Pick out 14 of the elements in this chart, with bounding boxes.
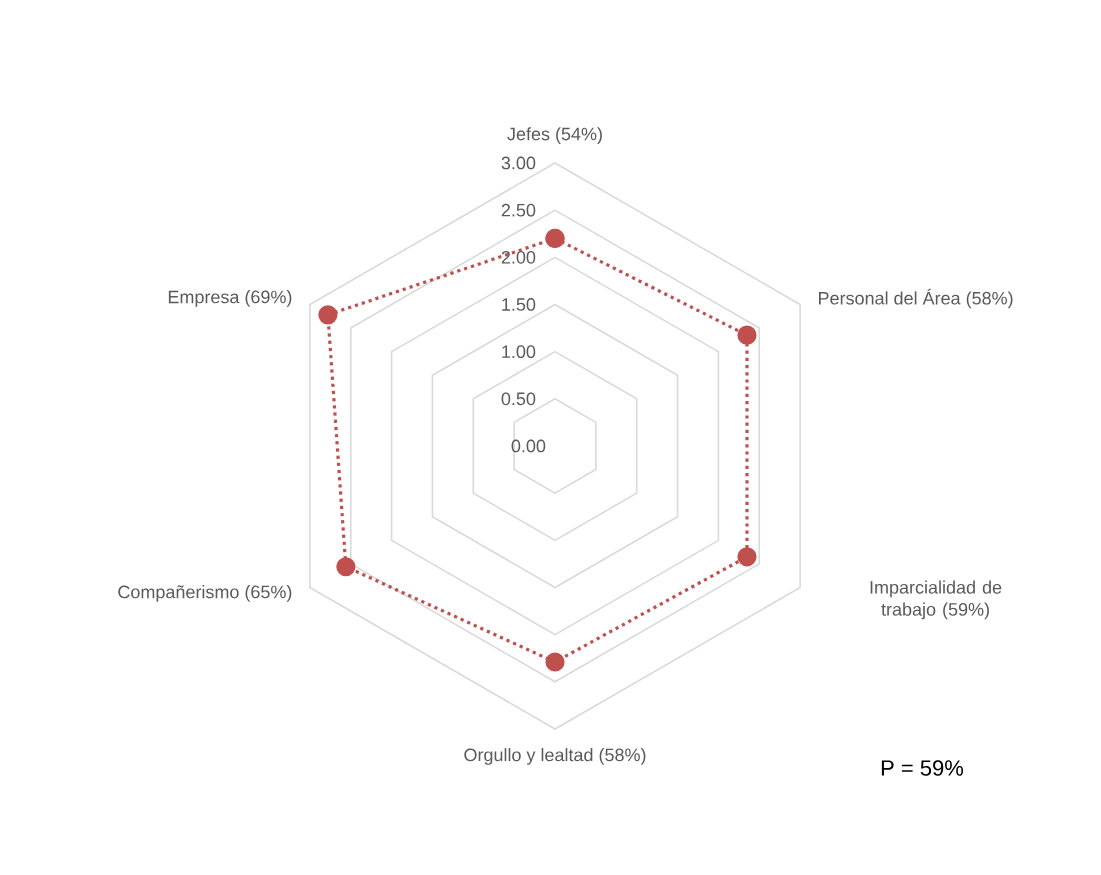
spoke-label: Jefes (54%)	[507, 127, 602, 144]
text: P = 59%	[881, 760, 964, 776]
y-tick-label: 0.00	[511, 439, 546, 453]
spoke-label: Imparcialidad de trabajo (59%)	[870, 580, 1002, 620]
y-tick-label: 0.50	[501, 392, 536, 406]
y-tick-label: 3.00	[501, 156, 536, 170]
y-tick-label: 1.50	[502, 298, 536, 311]
y-tick-label: 2.50	[501, 203, 536, 217]
spoke-label: Empresa (69%)	[168, 290, 292, 307]
y-tick-label: 2.00	[501, 250, 536, 264]
spoke-label: Personal del Área (58%)	[819, 288, 1013, 309]
spoke-label: Compañerismo (65%)	[118, 585, 292, 602]
y-tick-label: 1.00	[502, 345, 536, 359]
spoke-label: Orgullo y lealtad (58%)	[464, 748, 646, 765]
